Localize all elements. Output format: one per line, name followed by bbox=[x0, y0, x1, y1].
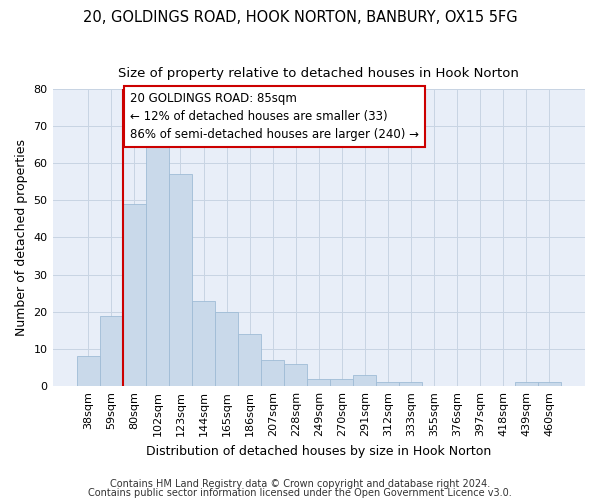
Title: Size of property relative to detached houses in Hook Norton: Size of property relative to detached ho… bbox=[118, 68, 519, 80]
Bar bbox=[238, 334, 261, 386]
Bar bbox=[77, 356, 100, 386]
Bar bbox=[192, 300, 215, 386]
Bar bbox=[169, 174, 192, 386]
Bar bbox=[261, 360, 284, 386]
Bar bbox=[307, 378, 330, 386]
Bar bbox=[100, 316, 123, 386]
X-axis label: Distribution of detached houses by size in Hook Norton: Distribution of detached houses by size … bbox=[146, 444, 491, 458]
Text: 20 GOLDINGS ROAD: 85sqm
← 12% of detached houses are smaller (33)
86% of semi-de: 20 GOLDINGS ROAD: 85sqm ← 12% of detache… bbox=[130, 92, 419, 142]
Bar bbox=[538, 382, 561, 386]
Y-axis label: Number of detached properties: Number of detached properties bbox=[15, 139, 28, 336]
Bar bbox=[123, 204, 146, 386]
Bar bbox=[376, 382, 400, 386]
Bar bbox=[215, 312, 238, 386]
Bar bbox=[330, 378, 353, 386]
Text: Contains public sector information licensed under the Open Government Licence v3: Contains public sector information licen… bbox=[88, 488, 512, 498]
Bar bbox=[146, 144, 169, 386]
Bar bbox=[353, 375, 376, 386]
Bar bbox=[515, 382, 538, 386]
Bar bbox=[400, 382, 422, 386]
Text: 20, GOLDINGS ROAD, HOOK NORTON, BANBURY, OX15 5FG: 20, GOLDINGS ROAD, HOOK NORTON, BANBURY,… bbox=[83, 10, 517, 25]
Text: Contains HM Land Registry data © Crown copyright and database right 2024.: Contains HM Land Registry data © Crown c… bbox=[110, 479, 490, 489]
Bar bbox=[284, 364, 307, 386]
